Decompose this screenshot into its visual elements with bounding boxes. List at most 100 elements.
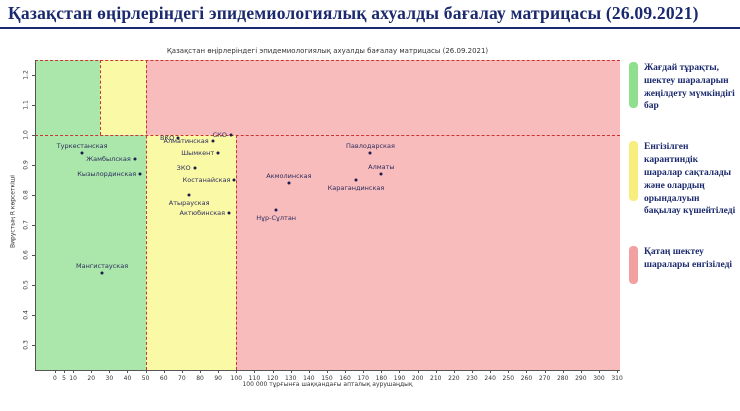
y-tick-mark [32,75,35,76]
data-point [211,139,215,143]
x-tick-label: 0 [53,375,57,382]
y-tick-mark [32,135,35,136]
point-label: Жамбылская [86,155,131,163]
x-tick-label: 260 [520,375,533,382]
x-tick-mark [472,370,474,373]
x-tick-mark [490,370,492,373]
data-point [133,157,137,161]
x-tick-label: 250 [502,375,515,382]
x-tick-label: 210 [430,375,442,382]
x-tick-label: 20 [87,375,96,382]
y-tick-label: 1.2 [22,70,30,80]
data-point [274,208,278,212]
y-tick-mark [32,195,35,196]
x-tick-label: 200 [411,375,424,382]
x-tick-label: 160 [339,375,351,382]
data-point [354,178,358,182]
data-point [187,193,191,197]
x-tick-mark [453,370,455,373]
x-tick-label: 90 [214,375,222,382]
data-point [80,151,84,155]
point-label: Акмолинская [266,172,312,180]
y-tick-label: 0.6 [22,250,30,260]
y-axis-label: Вирустың R көрсеткіші [9,175,17,248]
x-tick-mark [544,370,546,373]
chart-title: Қазақстан өңірлеріндегі эпидемиологиялық… [166,47,489,55]
x-tick-label: 140 [303,375,315,382]
point-label: Алматинская [163,137,209,145]
risk-zone-green [35,135,146,370]
point-label: Шымкент [181,149,215,157]
data-point [379,172,383,176]
point-label: Павлодарская [346,142,395,150]
x-tick-label: 80 [196,375,204,382]
data-point [176,136,180,140]
x-tick-label: 60 [159,375,168,382]
plot-area: 0 5 10 20 30 40 50 60 70 80 90 100 110 120 130 140 150 16… [23,60,623,382]
x-tick-label: 100 [230,375,243,382]
x-tick-label: 300 [593,375,605,382]
point-label: СКО [212,131,227,139]
risk-zone-yellow [100,60,146,135]
x-tick-label: 150 [321,375,333,382]
y-tick-mark [32,255,35,256]
legend-swatch [629,62,638,108]
x-axis-label: 100 000 тұрғынға шаққандағы апталық ауру… [242,381,413,388]
y-tick-mark [32,315,35,316]
data-point [216,151,220,155]
y-tick-mark [32,285,35,286]
data-point [229,133,233,137]
threshold-line [100,60,102,135]
x-tick-mark [109,370,111,373]
risk-zone-green [35,60,101,135]
x-tick-mark [218,370,220,373]
point-label: Мангистауская [76,262,129,270]
risk-zone-yellow [145,135,237,370]
x-tick-mark [580,370,582,373]
x-tick-label: 280 [556,375,569,382]
threshold-line [35,60,620,61]
x-tick-label: 130 [284,375,297,382]
threshold-line [236,135,238,370]
x-tick-label: 70 [178,375,186,382]
point-label: Туркестанская [56,142,108,150]
x-tick-mark [181,370,183,373]
y-tick-label: 0.8 [22,190,30,200]
point-label: Костанайская [182,176,231,184]
data-point [368,151,372,155]
x-tick-mark [308,370,310,373]
y-tick-mark [32,225,35,226]
point-label: ЗКО [176,164,191,172]
x-tick-label: 120 [266,375,279,382]
x-tick-mark [127,370,129,373]
legend-item: Енгізілген карантиндік шаралар сақталады… [629,141,737,218]
x-tick-mark [526,370,528,373]
legend-swatch [629,246,638,285]
x-tick-mark [562,370,564,373]
page-title: Қазақстан өңірлеріндегі эпидемиологиялық… [0,0,740,29]
x-tick-mark [399,370,401,373]
x-tick-label: 220 [448,375,460,382]
x-tick-label: 290 [575,375,587,382]
x-tick-label: 40 [123,375,132,382]
x-tick-mark [91,370,93,373]
x-tick-label: 180 [375,375,388,382]
x-tick-mark [326,370,328,373]
legend-item: Қатаң шектеу шаралары енгізіледі [629,246,737,285]
x-tick-mark [272,370,274,373]
y-tick-label: 0.4 [22,310,30,320]
x-tick-mark [417,370,419,373]
x-tick-label: 50 [141,375,150,382]
x-tick-label: 10 [69,375,77,382]
x-tick-mark [508,370,510,373]
x-tick-mark [73,370,75,373]
y-tick-label: 0.7 [22,220,30,230]
risk-zone-red [236,135,620,370]
x-tick-mark [200,370,202,373]
x-tick-mark [598,370,600,373]
x-tick-mark [163,370,165,373]
x-tick-mark [617,370,619,373]
x-tick-label: 30 [105,375,114,382]
